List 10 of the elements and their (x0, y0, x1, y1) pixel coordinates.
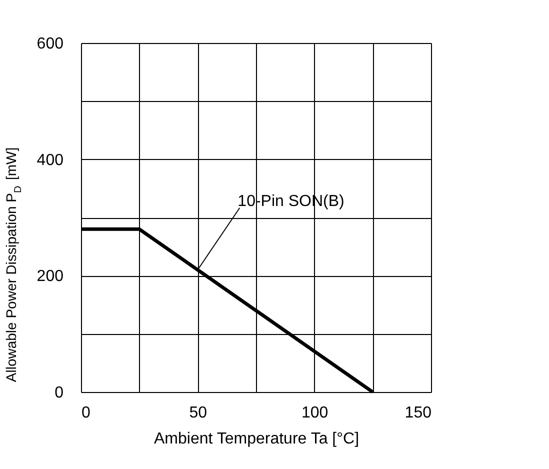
x-tick-label: 0 (82, 404, 90, 422)
y-axis-title: Allowable Power Dissipation PD [mW] (3, 147, 24, 382)
x-axis-title: Ambient Temperature Ta [°C] (154, 430, 360, 448)
y-tick-label: 400 (36, 152, 64, 169)
x-tick-label: 100 (301, 404, 328, 422)
x-tick-label: 150 (404, 404, 432, 422)
y-tick-label: 200 (36, 268, 64, 286)
y-tick-label: 0 (54, 384, 64, 402)
y-tick-label: 600 (36, 36, 64, 52)
x-tick-label: 50 (189, 404, 208, 422)
